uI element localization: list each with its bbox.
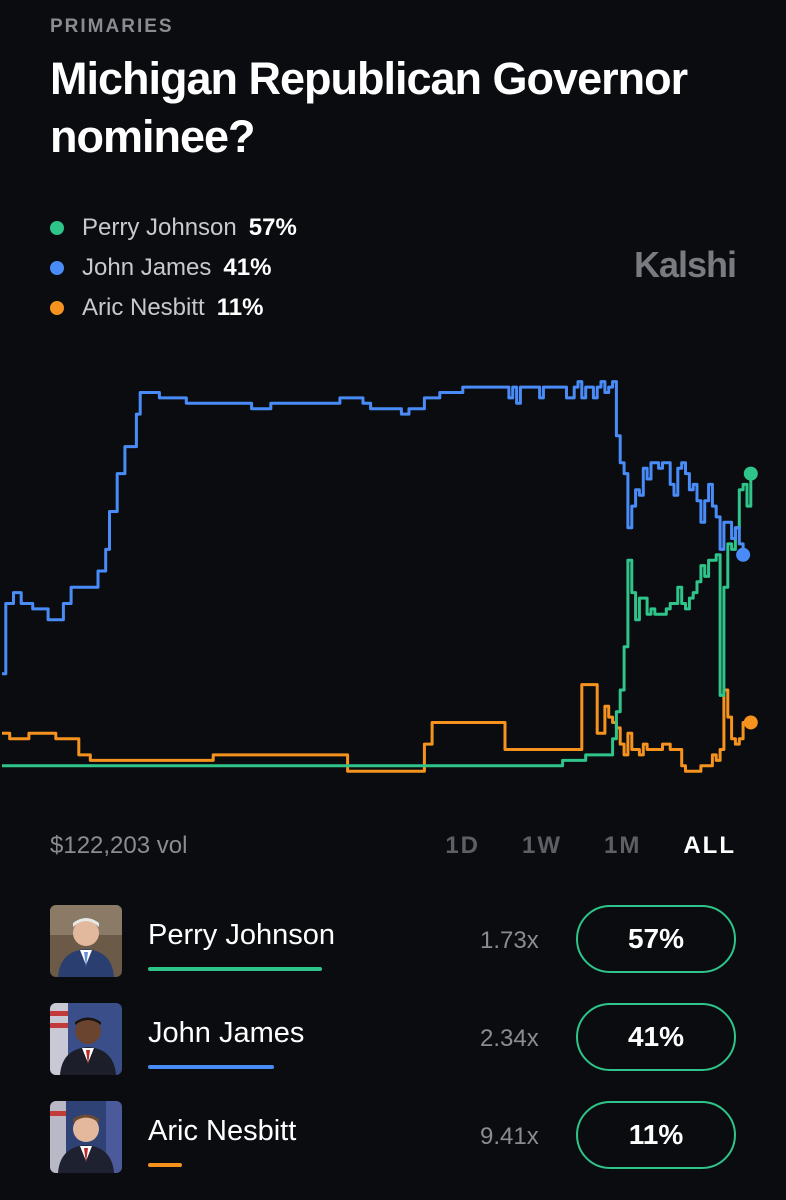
buy-price-button[interactable]: 57% [576, 905, 736, 973]
series-line-john-james [2, 380, 745, 676]
legend-dot-icon [50, 261, 64, 275]
payout-multiplier: 1.73x [480, 927, 539, 954]
legend-percent: 41% [223, 254, 272, 281]
candidate-row-john-james[interactable]: John James 2.34x 41% [50, 993, 736, 1091]
series-endpoint-john-james [736, 547, 751, 562]
series-endpoint-aric-nesbitt [743, 715, 758, 730]
candidate-row-perry-johnson[interactable]: Perry Johnson 1.73x 57% [50, 895, 736, 993]
candidate-row-aric-nesbitt[interactable]: Aric Nesbitt 9.41x 11% [50, 1091, 736, 1189]
legend-name: John James [82, 254, 212, 281]
legend-item-perry-johnson: Perry Johnson 57% [50, 208, 297, 248]
volume-label: $122,203 vol [50, 832, 188, 859]
buy-price-button[interactable]: 41% [576, 1003, 736, 1071]
legend-dot-icon [50, 301, 64, 315]
person-avatar-icon [50, 905, 122, 977]
candidate-color-bar [148, 1163, 182, 1167]
payout-multiplier: 9.41x [480, 1123, 539, 1150]
category-label: PRIMARIES [50, 16, 174, 37]
kalshi-logo: Kalshi [633, 244, 737, 285]
range-1d-button[interactable]: 1D [445, 832, 480, 859]
time-range-selector: 1D 1W 1M ALL [403, 832, 736, 860]
candidate-color-bar [148, 1065, 274, 1069]
person-avatar-icon [50, 1003, 122, 1075]
price-history-chart [2, 380, 758, 773]
legend-percent: 57% [248, 214, 297, 241]
buy-price-button[interactable]: 11% [576, 1101, 736, 1169]
range-1m-button[interactable]: 1M [604, 832, 642, 859]
series-line-aric-nesbitt [2, 683, 751, 773]
legend-item-aric-nesbitt: Aric Nesbitt 11% [50, 288, 297, 328]
series-endpoint-perry-johnson [743, 466, 758, 481]
market-title: Michigan Republican Governor nominee? [50, 53, 688, 162]
candidate-name: Aric Nesbitt [148, 1115, 297, 1147]
candidate-name: John James [148, 1017, 305, 1049]
payout-multiplier: 2.34x [480, 1025, 539, 1052]
candidate-color-bar [148, 967, 322, 971]
legend-name: Aric Nesbitt [82, 294, 205, 321]
candidate-name: Perry Johnson [148, 919, 335, 951]
chart-legend: Perry Johnson 57% John James 41% Aric Ne… [50, 208, 297, 328]
range-all-button[interactable]: ALL [683, 832, 736, 859]
legend-percent: 11% [216, 294, 264, 321]
person-avatar-icon [50, 1101, 122, 1173]
legend-item-john-james: John James 41% [50, 248, 297, 288]
legend-name: Perry Johnson [82, 214, 237, 241]
series-line-perry-johnson [2, 473, 753, 768]
range-1w-button[interactable]: 1W [522, 832, 562, 859]
candidate-list: Perry Johnson 1.73x 57% John James 2.34x… [50, 895, 736, 1189]
legend-dot-icon [50, 221, 64, 235]
